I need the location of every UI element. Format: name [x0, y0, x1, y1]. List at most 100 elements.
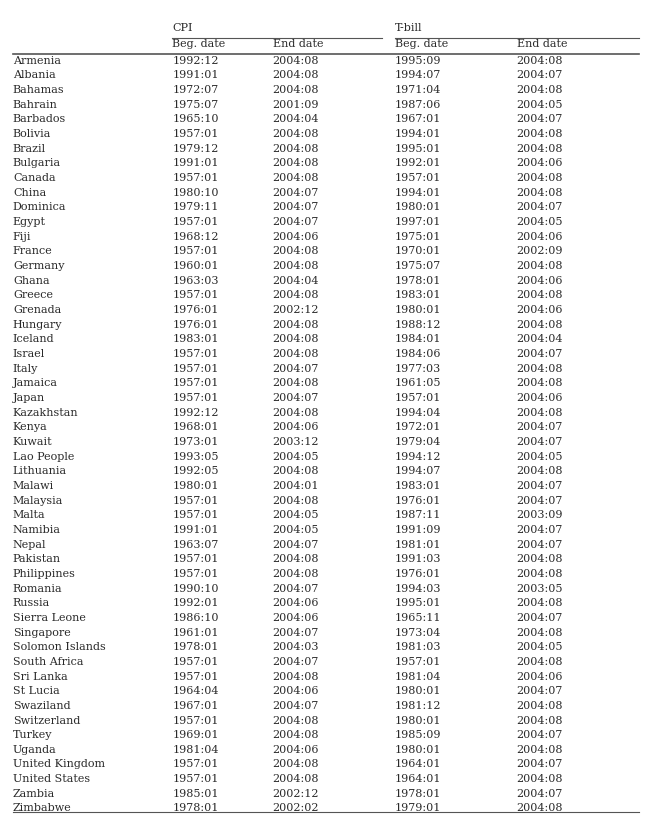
Text: 2004:08: 2004:08 — [273, 334, 319, 344]
Text: Fiji: Fiji — [13, 232, 32, 242]
Text: 1967:01: 1967:01 — [395, 114, 441, 124]
Text: Hungary: Hungary — [13, 320, 63, 330]
Text: 1991:01: 1991:01 — [172, 158, 219, 168]
Text: 2004:08: 2004:08 — [273, 774, 319, 784]
Text: 1969:01: 1969:01 — [172, 731, 219, 741]
Text: 2004:05: 2004:05 — [517, 217, 563, 227]
Text: 2004:08: 2004:08 — [273, 378, 319, 388]
Text: 2004:06: 2004:06 — [517, 305, 563, 315]
Text: 2004:08: 2004:08 — [273, 407, 319, 417]
Text: 1979:04: 1979:04 — [395, 437, 441, 447]
Text: Barbados: Barbados — [13, 114, 66, 124]
Text: Beg. date: Beg. date — [172, 39, 226, 49]
Text: Namibia: Namibia — [13, 525, 61, 535]
Text: Bahamas: Bahamas — [13, 85, 64, 95]
Text: 2004:06: 2004:06 — [273, 686, 319, 696]
Text: 1991:03: 1991:03 — [395, 554, 441, 564]
Text: 1979:01: 1979:01 — [395, 804, 441, 814]
Text: 2004:08: 2004:08 — [517, 363, 563, 373]
Text: Kazakhstan: Kazakhstan — [13, 407, 79, 417]
Text: Lao People: Lao People — [13, 451, 74, 461]
Text: Turkey: Turkey — [13, 731, 52, 741]
Text: 1968:12: 1968:12 — [172, 232, 219, 242]
Text: 1979:11: 1979:11 — [172, 202, 219, 212]
Text: 2004:07: 2004:07 — [517, 731, 563, 741]
Text: 1957:01: 1957:01 — [172, 378, 219, 388]
Text: 1991:09: 1991:09 — [395, 525, 441, 535]
Text: 2004:08: 2004:08 — [273, 85, 319, 95]
Text: Dominica: Dominica — [13, 202, 66, 212]
Text: 2004:08: 2004:08 — [517, 627, 563, 637]
Text: Greece: Greece — [13, 290, 53, 300]
Text: 1968:01: 1968:01 — [172, 422, 219, 432]
Text: 2004:04: 2004:04 — [273, 276, 319, 286]
Text: 1994:07: 1994:07 — [395, 466, 441, 476]
Text: 2004:07: 2004:07 — [517, 613, 563, 623]
Text: 2004:08: 2004:08 — [517, 804, 563, 814]
Text: 2002:12: 2002:12 — [273, 789, 319, 799]
Text: Sri Lanka: Sri Lanka — [13, 671, 68, 681]
Text: 1992:01: 1992:01 — [172, 598, 219, 608]
Text: 2004:08: 2004:08 — [273, 349, 319, 359]
Text: St Lucia: St Lucia — [13, 686, 59, 696]
Text: 2004:08: 2004:08 — [273, 731, 319, 741]
Text: 1976:01: 1976:01 — [395, 569, 441, 579]
Text: 2004:07: 2004:07 — [273, 202, 319, 212]
Text: 1963:03: 1963:03 — [172, 276, 219, 286]
Text: 1985:01: 1985:01 — [172, 789, 219, 799]
Text: End date: End date — [517, 39, 567, 49]
Text: 2004:08: 2004:08 — [517, 187, 563, 197]
Text: 1957:01: 1957:01 — [172, 760, 219, 770]
Text: 2001:09: 2001:09 — [273, 100, 319, 110]
Text: South Africa: South Africa — [13, 657, 83, 667]
Text: Philippines: Philippines — [13, 569, 75, 579]
Text: Israel: Israel — [13, 349, 45, 359]
Text: 1957:01: 1957:01 — [172, 173, 219, 183]
Text: 2004:07: 2004:07 — [517, 525, 563, 535]
Text: 1957:01: 1957:01 — [172, 554, 219, 564]
Text: 1980:01: 1980:01 — [172, 481, 219, 491]
Text: 2004:05: 2004:05 — [517, 451, 563, 461]
Text: Brazil: Brazil — [13, 143, 46, 153]
Text: 2004:06: 2004:06 — [273, 613, 319, 623]
Text: 2004:07: 2004:07 — [517, 496, 563, 506]
Text: 2004:07: 2004:07 — [517, 70, 563, 80]
Text: 1957:01: 1957:01 — [172, 393, 219, 403]
Text: 2004:06: 2004:06 — [273, 598, 319, 608]
Text: Jamaica: Jamaica — [13, 378, 58, 388]
Text: Armenia: Armenia — [13, 56, 61, 66]
Text: Malta: Malta — [13, 511, 46, 521]
Text: 1979:12: 1979:12 — [172, 143, 219, 153]
Text: 2003:09: 2003:09 — [517, 511, 563, 521]
Text: 1983:01: 1983:01 — [395, 290, 441, 300]
Text: 2004:08: 2004:08 — [273, 261, 319, 271]
Text: 2004:07: 2004:07 — [273, 187, 319, 197]
Text: Italy: Italy — [13, 363, 38, 373]
Text: 1997:01: 1997:01 — [395, 217, 441, 227]
Text: Kuwait: Kuwait — [13, 437, 52, 447]
Text: 1972:07: 1972:07 — [172, 85, 219, 95]
Text: 2004:08: 2004:08 — [517, 774, 563, 784]
Text: 1994:01: 1994:01 — [395, 187, 441, 197]
Text: 1957:01: 1957:01 — [172, 363, 219, 373]
Text: 2004:08: 2004:08 — [517, 716, 563, 726]
Text: 2002:02: 2002:02 — [273, 804, 319, 814]
Text: 1994:07: 1994:07 — [395, 70, 441, 80]
Text: 1995:09: 1995:09 — [395, 56, 441, 66]
Text: Solomon Islands: Solomon Islands — [13, 642, 106, 652]
Text: 2004:07: 2004:07 — [273, 540, 319, 550]
Text: 2004:07: 2004:07 — [273, 584, 319, 594]
Text: 1977:03: 1977:03 — [395, 363, 441, 373]
Text: 1957:01: 1957:01 — [172, 774, 219, 784]
Text: 2004:05: 2004:05 — [517, 642, 563, 652]
Text: 1960:01: 1960:01 — [172, 261, 219, 271]
Text: 2004:07: 2004:07 — [273, 701, 319, 711]
Text: 1976:01: 1976:01 — [172, 305, 219, 315]
Text: Egypt: Egypt — [13, 217, 46, 227]
Text: Swaziland: Swaziland — [13, 701, 70, 711]
Text: 1988:12: 1988:12 — [395, 320, 441, 330]
Text: 2004:05: 2004:05 — [273, 511, 319, 521]
Text: 1957:01: 1957:01 — [172, 657, 219, 667]
Text: 2004:08: 2004:08 — [517, 407, 563, 417]
Text: 2004:08: 2004:08 — [517, 173, 563, 183]
